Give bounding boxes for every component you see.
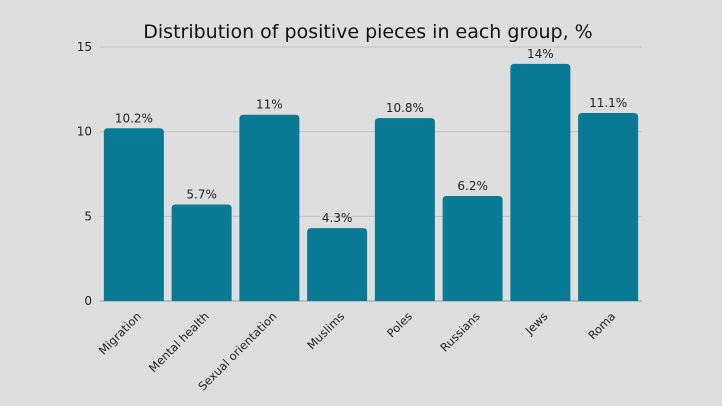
- data-label: 10.8%: [386, 101, 424, 115]
- bar-muslims: [307, 228, 368, 301]
- data-label: 11%: [256, 98, 283, 112]
- x-tick-label: Roma: [585, 309, 618, 342]
- bar-jews: [510, 63, 571, 301]
- x-tick-label: Muslims: [304, 309, 347, 352]
- bar-sexual-orientation: [239, 114, 300, 301]
- x-tick-label: Poles: [384, 309, 415, 340]
- bar-migration: [103, 128, 164, 301]
- y-tick-label: 0: [84, 294, 92, 308]
- bar-poles: [374, 118, 435, 302]
- y-tick-label: 15: [77, 40, 92, 54]
- bar-russians: [442, 196, 503, 301]
- y-tick-label: 10: [77, 125, 92, 139]
- data-labels: 10.2% 5.7% 11% 4.3% 10.8% 6.2% 14% 11.1%: [115, 47, 627, 225]
- data-label: 14%: [527, 47, 554, 61]
- y-axis-tick-labels: 0 5 10 15: [77, 40, 92, 308]
- x-tick-label: Mental health: [146, 309, 212, 375]
- x-tick-label: Migration: [96, 309, 144, 357]
- chart-title: Distribution of positive pieces in each …: [143, 21, 592, 43]
- bars: [103, 63, 639, 302]
- data-label: 10.2%: [115, 111, 153, 125]
- bar-roma: [578, 113, 639, 301]
- data-label: 11.1%: [589, 96, 627, 110]
- data-label: 5.7%: [186, 187, 217, 201]
- x-tick-label: Russians: [437, 309, 482, 354]
- data-label: 4.3%: [322, 211, 353, 225]
- data-label: 6.2%: [457, 179, 488, 193]
- x-tick-label: Jews: [522, 309, 551, 338]
- y-tick-label: 5: [84, 209, 92, 223]
- bar-mental-health: [171, 204, 232, 301]
